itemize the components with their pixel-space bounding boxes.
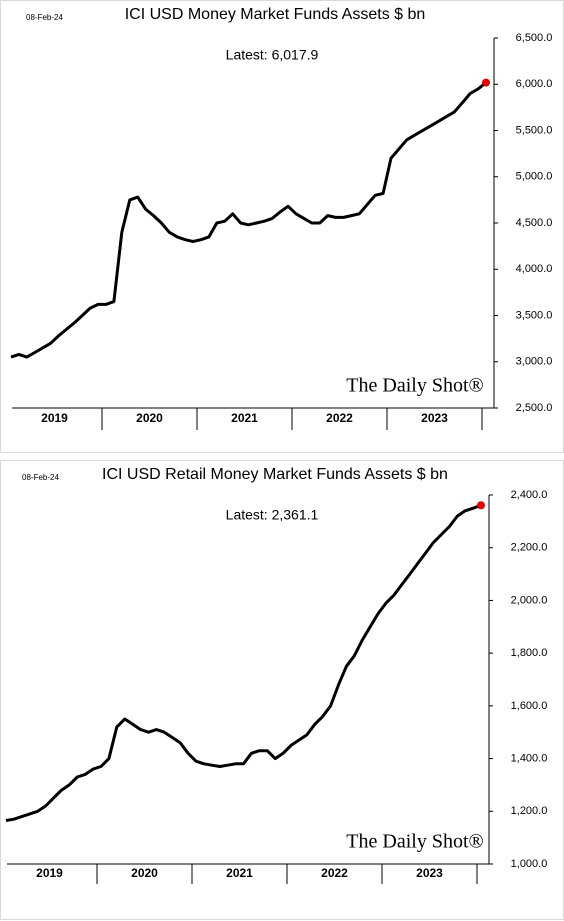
y-tick-label: 5,500.0 xyxy=(516,124,553,136)
y-tick-label: 1,800.0 xyxy=(511,647,548,659)
x-tick-label: 2021 xyxy=(226,866,253,880)
annotation: Latest: 2,361.1 xyxy=(226,507,319,523)
x-tick-label: 2020 xyxy=(131,866,158,880)
latest-point xyxy=(482,78,490,87)
latest-point xyxy=(477,501,485,510)
annotation: Latest: 6,017.9 xyxy=(226,47,319,63)
y-tick-label: 2,200.0 xyxy=(511,542,548,554)
y-tick-label: 6,000.0 xyxy=(516,78,553,90)
y-tick-label: 2,400.0 xyxy=(511,489,548,501)
y-tick-label: 3,000.0 xyxy=(516,356,553,368)
x-tick-label: 2021 xyxy=(231,411,258,425)
x-tick-label: 2022 xyxy=(321,866,348,880)
watermark: The Daily Shot® xyxy=(346,831,483,853)
x-tick-label: 2020 xyxy=(136,411,163,425)
chart-title: ICI USD Retail Money Market Funds Assets… xyxy=(102,466,448,483)
chart-title: ICI USD Money Market Funds Assets $ bn xyxy=(125,6,426,23)
date-label: 08-Feb-24 xyxy=(22,473,59,482)
y-tick-label: 1,600.0 xyxy=(511,700,548,712)
series-line xyxy=(10,81,487,359)
x-tick-label: 2023 xyxy=(421,411,448,425)
y-tick-label: 3,500.0 xyxy=(516,309,553,321)
x-tick-label: 2019 xyxy=(41,411,68,425)
x-tick-label: 2019 xyxy=(36,866,63,880)
y-tick-label: 4,000.0 xyxy=(516,263,553,275)
watermark: The Daily Shot® xyxy=(346,375,483,397)
x-tick-label: 2023 xyxy=(416,866,443,880)
y-tick-label: 1,200.0 xyxy=(511,805,548,817)
y-tick-label: 6,500.0 xyxy=(516,32,553,44)
y-tick-label: 4,500.0 xyxy=(516,217,553,229)
x-tick-label: 2022 xyxy=(326,411,353,425)
y-tick-label: 1,400.0 xyxy=(511,752,548,764)
y-tick-label: 2,000.0 xyxy=(511,594,548,606)
y-tick-label: 5,000.0 xyxy=(516,171,553,183)
y-tick-label: 2,500.0 xyxy=(516,402,553,414)
y-tick-label: 1,000.0 xyxy=(511,858,548,870)
series-line xyxy=(5,503,482,822)
date-label: 08-Feb-24 xyxy=(26,13,63,22)
